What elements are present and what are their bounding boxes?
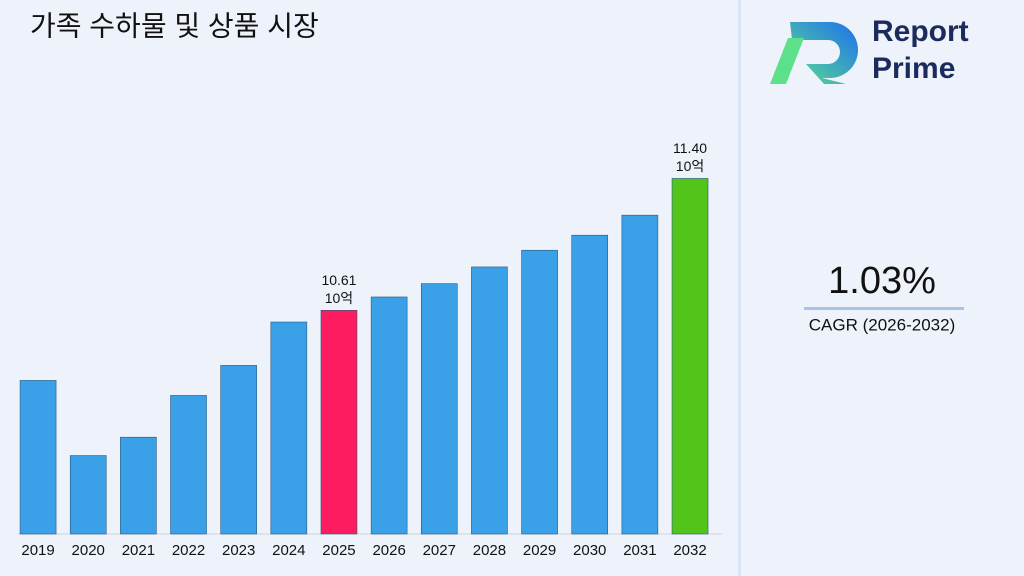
bar (220, 365, 257, 535)
x-tick-label: 2027 (423, 542, 456, 559)
bar (170, 395, 207, 535)
chart-title: 가족 수하물 및 상품 시장 (30, 10, 319, 41)
value-unit: 10억 (676, 158, 704, 174)
bar (571, 234, 609, 535)
bar (621, 214, 659, 535)
divider (738, 0, 741, 576)
bar (120, 436, 157, 535)
logo: Report Prime (770, 15, 969, 85)
x-tick-label: 2024 (272, 542, 305, 559)
bar (370, 296, 408, 535)
x-tick-label: 2026 (372, 542, 405, 559)
cagr-label: CAGR (2026-2032) (809, 315, 955, 334)
logo-icon (790, 22, 858, 84)
value-unit: 10억 (325, 290, 353, 306)
x-tick-label: 2020 (72, 542, 105, 559)
bar (320, 310, 358, 535)
bar (19, 380, 57, 535)
x-tick-label: 2025 (322, 542, 355, 559)
cagr-value: 1.03% (828, 260, 936, 302)
value-label: 10.61 (321, 272, 356, 288)
x-tick-label: 2030 (573, 542, 606, 559)
bar (420, 283, 458, 535)
x-tick-label: 2032 (673, 542, 706, 559)
bar (69, 455, 107, 535)
x-tick-label: 2019 (21, 542, 54, 559)
x-tick-label: 2029 (523, 542, 556, 559)
logo-icon (770, 38, 804, 84)
x-tick-label: 2023 (222, 542, 255, 559)
bar (521, 249, 558, 535)
bar (270, 321, 308, 535)
value-label: 11.40 (673, 140, 707, 156)
bar (471, 266, 508, 535)
bar (671, 178, 709, 535)
x-tick-label: 2028 (473, 542, 506, 559)
x-tick-label: 2021 (122, 542, 155, 559)
logo-text: Prime (872, 52, 955, 85)
x-tick-label: 2022 (172, 542, 205, 559)
x-tick-label: 2031 (623, 542, 656, 559)
logo-text: Report (872, 15, 969, 48)
cagr-underline (804, 307, 964, 310)
